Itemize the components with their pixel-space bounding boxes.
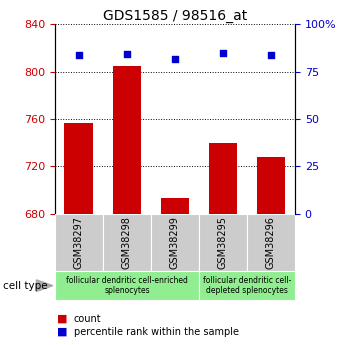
- Bar: [199, 214, 247, 271]
- Point: [172, 57, 178, 62]
- Text: follicular dendritic cell-
depleted splenocytes: follicular dendritic cell- depleted sple…: [203, 276, 291, 295]
- Bar: [103, 214, 151, 271]
- Text: GSM38295: GSM38295: [218, 216, 228, 269]
- Bar: [55, 271, 199, 300]
- Text: GSM38296: GSM38296: [266, 216, 276, 269]
- Point: [220, 50, 226, 56]
- Bar: [113, 66, 141, 214]
- Bar: [209, 143, 237, 214]
- Bar: [55, 214, 103, 271]
- Point: [76, 53, 82, 58]
- Polygon shape: [36, 280, 53, 292]
- Text: percentile rank within the sample: percentile rank within the sample: [74, 327, 239, 337]
- Bar: [247, 214, 295, 271]
- Text: GSM38297: GSM38297: [74, 216, 84, 269]
- Text: GSM38298: GSM38298: [122, 216, 132, 269]
- Bar: [199, 271, 295, 300]
- Bar: [64, 122, 93, 214]
- Text: count: count: [74, 314, 102, 324]
- Text: ■: ■: [57, 327, 67, 337]
- Point: [268, 52, 274, 58]
- Bar: [151, 214, 199, 271]
- Text: ■: ■: [57, 314, 67, 324]
- Text: follicular dendritic cell-enriched
splenocytes: follicular dendritic cell-enriched splen…: [66, 276, 188, 295]
- Text: cell type: cell type: [3, 281, 48, 290]
- Point: [124, 51, 130, 56]
- Bar: [161, 198, 189, 214]
- Title: GDS1585 / 98516_at: GDS1585 / 98516_at: [103, 9, 247, 23]
- Text: GSM38299: GSM38299: [170, 216, 180, 269]
- Bar: [257, 157, 285, 214]
